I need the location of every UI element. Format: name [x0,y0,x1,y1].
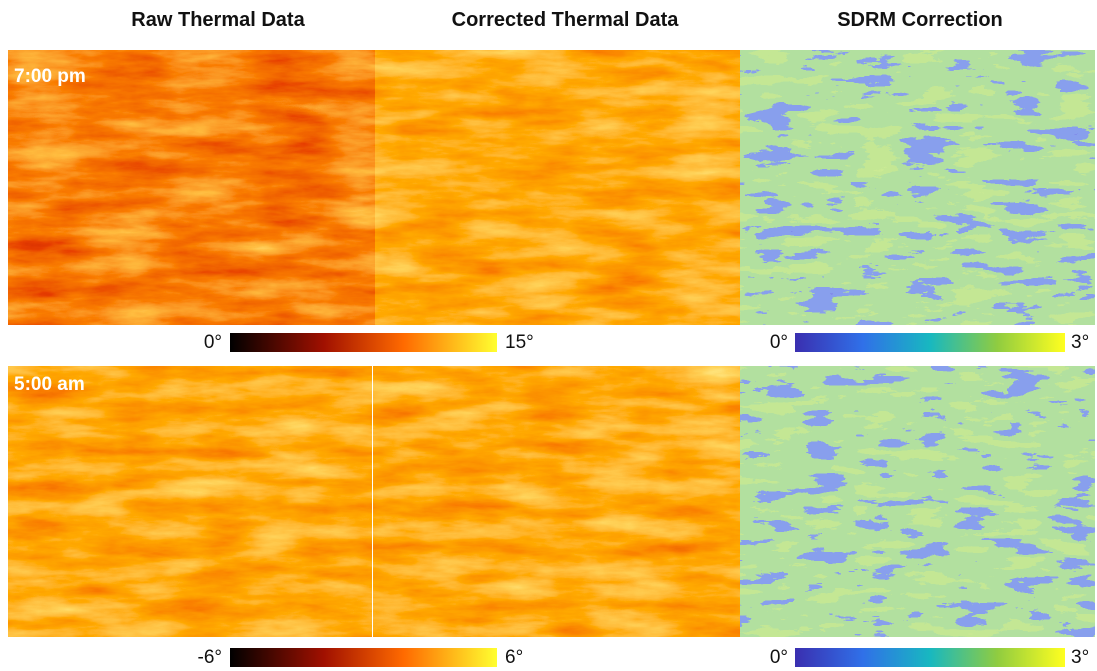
colorbar [795,333,1065,352]
thermal-image [8,366,372,637]
scale-min: -6° [198,647,223,668]
thermal-image [373,366,740,637]
scale-min: 0° [770,332,788,353]
column-title: Corrected Thermal Data [452,9,680,31]
colorbar [230,333,497,352]
sdrm-image [740,366,1095,637]
colorbar [795,648,1065,667]
column-title: Raw Thermal Data [131,9,305,31]
scale-min: 0° [770,647,788,668]
column-title: SDRM Correction [837,9,1003,31]
row-label: 7:00 pm [14,66,86,87]
scale-max: 6° [505,647,523,668]
scale-max: 15° [505,332,534,353]
scale-max: 3° [1071,647,1089,668]
scale-max: 3° [1071,332,1089,353]
row-label: 5:00 am [14,374,85,395]
sdrm-image [740,50,1095,325]
thermal-image [375,50,740,325]
thermal-image [8,50,375,325]
colorbar [230,648,497,667]
scale-min: 0° [204,332,222,353]
